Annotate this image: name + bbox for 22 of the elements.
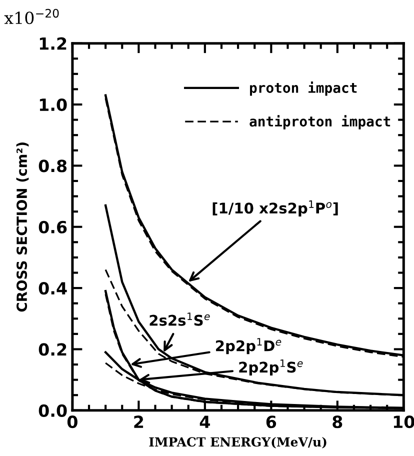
- text: x10$^{−20}$: [4, 8, 59, 24]
- y-tick-label: 0.2: [38, 343, 66, 356]
- y-tick-label: 0.8: [38, 160, 67, 172]
- y-tick-label: 0.6: [38, 220, 67, 234]
- y-tick-label: 1.0: [40, 98, 67, 112]
- annotation: 2s2s$^{1}$S$^{e}$: [150, 312, 210, 326]
- annotation: 2p2p$^{1}$S$^{e}$: [239, 359, 303, 376]
- x-tick-label: 0: [67, 416, 78, 428]
- legend-label: antiproton impact: [250, 115, 390, 130]
- y-tick-label: 0.0: [38, 404, 67, 417]
- annotation: [1/10 x2s2p$^{1}$P$^{o}$]: [212, 200, 338, 216]
- annotation: 2p2p$^{1}$D$^{e}$: [216, 338, 282, 354]
- x-tick-label: 6: [266, 416, 276, 428]
- x-tick-label: 4: [200, 416, 210, 428]
- legend-label: proton impact: [250, 82, 357, 96]
- x-axis-title: IMPACT ENERGY(MeV/u): [149, 436, 326, 448]
- y-tick-label: 1.2: [40, 37, 66, 50]
- y-tick-label: 0.4: [38, 282, 67, 295]
- x-tick-label: 10: [394, 416, 414, 428]
- x-tick-label: 2: [134, 416, 144, 428]
- x-tick-label: 8: [332, 416, 342, 428]
- y-axis-title: CROSS SECTION (cm²): [16, 142, 29, 312]
